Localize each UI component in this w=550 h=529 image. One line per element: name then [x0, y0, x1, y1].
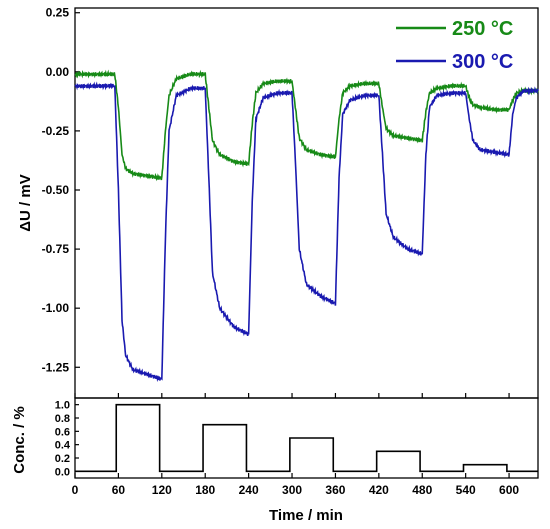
bottom-y-axis-label: Conc. / %	[11, 406, 28, 474]
concentration-line	[75, 403, 538, 473]
series-line-250	[74, 69, 539, 182]
top-y-tick-label: -1.25	[42, 360, 70, 374]
bottom-y-tick-label: 0.6	[55, 426, 70, 438]
legend: 250 °C 300 °C	[396, 18, 513, 73]
x-tick-label: 240	[239, 483, 259, 497]
top-panel: 0.25 0.00 -0.25 -0.50 -0.75 -1.00 -1.25 ΔU / m…	[17, 6, 539, 399]
bottom-x-axis: 0 60 120 180 240 300 360 420 480 540 600	[72, 473, 519, 497]
x-tick-label: 540	[456, 483, 476, 497]
x-tick-label: 360	[325, 483, 345, 497]
top-y-tick-label: -0.50	[42, 183, 70, 197]
bottom-series-group	[75, 403, 538, 473]
x-tick-label: 480	[412, 483, 432, 497]
bottom-y-tick-label: 0.2	[55, 453, 70, 465]
top-y-axis-label: ΔU / mV	[17, 174, 34, 231]
x-tick-label: 0	[72, 483, 79, 497]
legend-label-300: 300 °C	[452, 51, 513, 73]
top-y-tick-label: 0.25	[46, 6, 70, 20]
bottom-plot-frame	[74, 397, 539, 479]
legend-label-250: 250 °C	[452, 18, 513, 40]
bottom-panel: 0.00.20.4 0.60.81.0 0 60 120 180 240 300 360 420…	[11, 397, 539, 524]
series-line-300	[74, 81, 539, 383]
x-tick-label: 180	[195, 483, 215, 497]
x-tick-label: 600	[499, 483, 519, 497]
bottom-y-tick-label: 0.0	[55, 466, 70, 478]
top-x-axis-ticks	[74, 393, 510, 398]
top-y-tick-label: 0.00	[46, 65, 70, 79]
x-tick-label: 60	[112, 483, 126, 497]
top-y-tick-label: -1.00	[42, 301, 70, 315]
bottom-y-tick-label: 1.0	[55, 400, 70, 412]
x-tick-label: 420	[369, 483, 389, 497]
top-series-group	[74, 69, 539, 383]
top-y-tick-label: -0.25	[42, 124, 70, 138]
bottom-y-tick-label: 0.8	[55, 413, 70, 425]
x-tick-label: 120	[152, 483, 172, 497]
x-axis-label: Time / min	[269, 507, 343, 524]
top-y-axis: 0.25 0.00 -0.25 -0.50 -0.75 -1.00 -1.25	[42, 6, 80, 374]
bottom-y-tick-label: 0.4	[55, 440, 71, 452]
x-tick-label: 300	[282, 483, 302, 497]
top-y-tick-label: -0.75	[42, 242, 70, 256]
